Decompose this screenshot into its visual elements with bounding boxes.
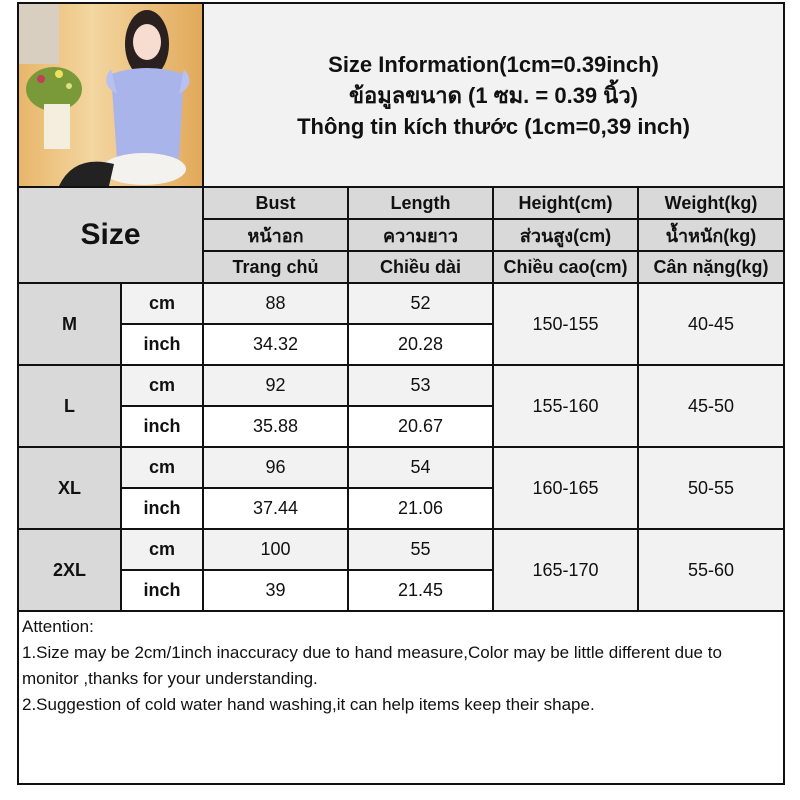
height-range: 150-155 — [492, 282, 639, 366]
header-weight-vi: Cân nặng(kg) — [637, 250, 785, 284]
title-line-en: Size Information(1cm=0.39inch) — [328, 51, 659, 77]
attention-note: 2.Suggestion of cold water hand washing,… — [22, 695, 595, 714]
header-length-en: Length — [347, 186, 494, 220]
unit-cm: cm — [120, 282, 204, 325]
size-label: XL — [17, 446, 122, 530]
size-header: Size — [17, 186, 204, 284]
table-row: inch 35.88 20.67 — [18, 405, 784, 448]
length-cm: 55 — [347, 528, 494, 571]
header-length-th: ความยาว — [347, 218, 494, 252]
header-height-th: ส่วนสูง(cm) — [492, 218, 639, 252]
attention-note: 1.Size may be 2cm/1inch inaccuracy due t… — [22, 643, 722, 688]
unit-inch: inch — [120, 569, 204, 612]
bust-inch: 34.32 — [202, 323, 349, 366]
header-height-vi: Chiều cao(cm) — [492, 250, 639, 284]
size-label: 2XL — [17, 528, 122, 612]
title-line-th: ข้อมูลขนาด (1 ซม. = 0.39 นิ้ว) — [348, 82, 638, 108]
model-image — [20, 5, 190, 185]
length-cm: 54 — [347, 446, 494, 489]
size-info-title: Size Information(1cm=0.39inch) ข้อมูลขนา… — [202, 2, 785, 188]
product-photo — [17, 2, 204, 188]
bust-cm: 96 — [202, 446, 349, 489]
bust-inch: 37.44 — [202, 487, 349, 530]
size-label: M — [17, 282, 122, 366]
unit-inch: inch — [120, 323, 204, 366]
weight-range: 50-55 — [637, 446, 785, 530]
height-range: 165-170 — [492, 528, 639, 612]
weight-range: 45-50 — [637, 364, 785, 448]
header-bust-en: Bust — [202, 186, 349, 220]
length-inch: 20.67 — [347, 405, 494, 448]
unit-cm: cm — [120, 528, 204, 571]
table-row: 2XL cm 100 55 165-170 55-60 — [17, 528, 785, 612]
header-bust-vi: Trang chủ — [202, 250, 349, 284]
table-row: inch 37.44 21.06 — [18, 487, 784, 530]
weight-range: 55-60 — [637, 528, 785, 612]
length-cm: 53 — [347, 364, 494, 407]
height-range: 155-160 — [492, 364, 639, 448]
unit-cm: cm — [120, 446, 204, 489]
table-row: inch 34.32 20.28 — [18, 323, 784, 366]
weight-range: 40-45 — [637, 282, 785, 366]
bust-cm: 88 — [202, 282, 349, 325]
table-row: XL cm 96 54 160-165 50-55 — [17, 446, 785, 530]
header-length-vi: Chiều dài — [347, 250, 494, 284]
length-inch: 20.28 — [347, 323, 494, 366]
bust-inch: 35.88 — [202, 405, 349, 448]
title-line-vi: Thông tin kích thước (1cm=0,39 inch) — [297, 113, 690, 139]
unit-cm: cm — [120, 364, 204, 407]
length-cm: 52 — [347, 282, 494, 325]
header-weight-th: น้ำหนัก(kg) — [637, 218, 785, 252]
length-inch: 21.06 — [347, 487, 494, 530]
unit-inch: inch — [120, 405, 204, 448]
bust-cm: 100 — [202, 528, 349, 571]
header-bust-th: หน้าอก — [202, 218, 349, 252]
attention-notes: Attention: 1.Size may be 2cm/1inch inaccu… — [17, 610, 785, 785]
header-weight-en: Weight(kg) — [637, 186, 785, 220]
bust-cm: 92 — [202, 364, 349, 407]
attention-heading: Attention: — [22, 617, 94, 636]
height-range: 160-165 — [492, 446, 639, 530]
header-height-en: Height(cm) — [492, 186, 639, 220]
bust-inch: 39 — [202, 569, 349, 612]
table-row: inch 39 21.45 — [18, 569, 784, 612]
unit-inch: inch — [120, 487, 204, 530]
size-label: L — [17, 364, 122, 448]
size-chart-table: Size Information(1cm=0.39inch) ข้อมูลขนา… — [17, 2, 785, 785]
length-inch: 21.45 — [347, 569, 494, 612]
